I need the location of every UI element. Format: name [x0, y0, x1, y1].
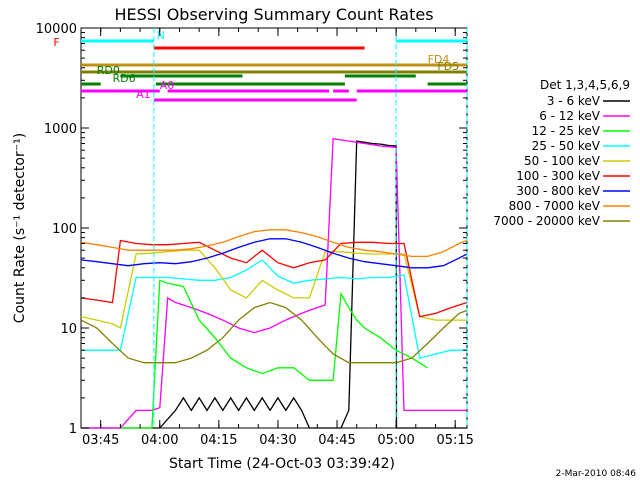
- y-tick-label: 1: [69, 422, 77, 437]
- x-tick-label: 04:30: [259, 433, 296, 448]
- legend-label-4: 50 - 100 keV: [524, 154, 601, 168]
- x-tick-label: 04:15: [200, 433, 237, 448]
- series-line-8: [80, 301, 468, 364]
- legend-label-8: 7000 - 20000 keV: [493, 214, 600, 228]
- legend-label-3: 25 - 50 keV: [532, 139, 601, 153]
- legend-title: Det 1,3,4,5,6,9: [540, 78, 630, 92]
- series-line-4: [80, 249, 467, 329]
- legend-label-1: 6 - 12 keV: [539, 109, 601, 123]
- flag-label-a0: A0: [160, 79, 175, 92]
- x-tick-label: 03:45: [82, 433, 119, 448]
- footer-timestamp: 2-Mar-2010 08:46: [556, 469, 637, 479]
- chart-title: HESSI Observing Summary Count Rates: [114, 5, 433, 24]
- x-tick-label: 04:45: [318, 433, 355, 448]
- flag-label-n: N: [157, 29, 165, 42]
- flag-label-fd4: FD4: [428, 53, 450, 66]
- markers-layer: [153, 28, 468, 428]
- x-tick-label: 04:00: [141, 433, 178, 448]
- flag-label-rd0: RD0: [97, 64, 120, 77]
- legend-label-6: 300 - 800 keV: [516, 184, 600, 198]
- y-axis-label: Count Rate (s⁻¹ detector⁻¹): [12, 133, 28, 323]
- x-tick-label: 05:15: [436, 433, 473, 448]
- legend-label-5: 100 - 300 keV: [516, 169, 600, 183]
- series-line-1: [81, 138, 467, 429]
- series-line-2: [120, 279, 428, 429]
- legend-label-7: 800 - 7000 keV: [509, 199, 601, 213]
- flag-label-rd6: RD6: [113, 72, 136, 85]
- series-line-5: [80, 239, 468, 318]
- y-tick-label: 10: [60, 322, 77, 337]
- series-layer: [80, 138, 468, 429]
- x-axis-label: Start Time (24-Oct-03 03:39:42): [169, 456, 395, 472]
- flag-label-a1: A1: [136, 88, 151, 101]
- flag-label-f: F: [53, 36, 59, 49]
- series-line-7: [80, 229, 468, 258]
- y-axis: 1 10 100 1000 10000: [36, 22, 467, 437]
- y-tick-label: 100: [52, 222, 77, 237]
- x-tick-label: 05:00: [377, 433, 414, 448]
- legend-label-0: 3 - 6 keV: [547, 94, 601, 108]
- series-line-0: [81, 140, 467, 429]
- y-tick-label: 1000: [44, 122, 77, 137]
- series-line-3: [81, 259, 467, 359]
- flag-label-fd5: FD5: [437, 60, 459, 73]
- legend-label-2: 12 - 25 keV: [532, 124, 601, 138]
- series-line-6: [80, 238, 468, 269]
- x-axis: 03:45 04:00 04:15 04:30 04:45 05:00 05:15: [80, 28, 474, 448]
- y-tick-label: 10000: [36, 22, 77, 37]
